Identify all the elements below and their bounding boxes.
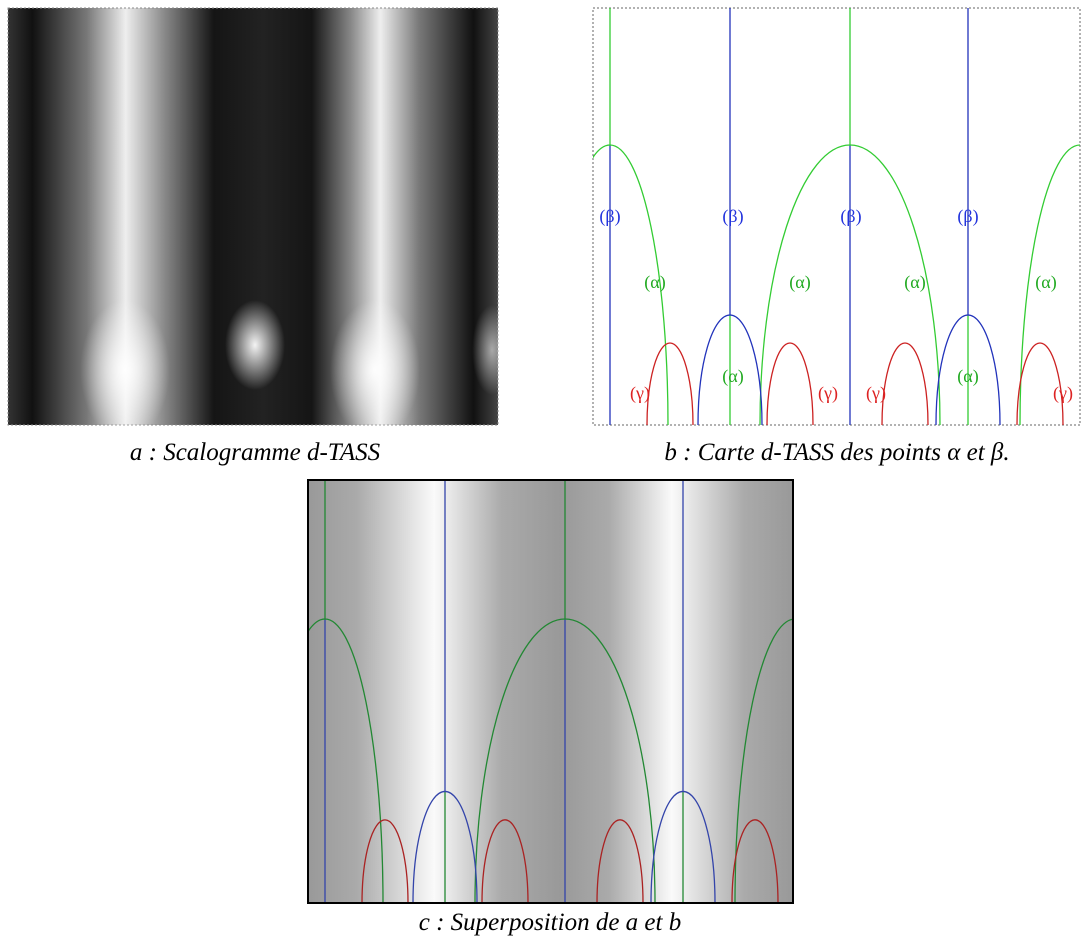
- arc: [474, 618, 656, 903]
- point-label: (γ): [630, 383, 650, 404]
- caption: b : Carte d-TASS des points α et β.: [664, 439, 1009, 466]
- panel-c-border: [307, 479, 794, 904]
- panel-b: [592, 7, 1081, 426]
- point-label: (γ): [866, 383, 886, 404]
- point-label: (β): [722, 206, 743, 227]
- arc: [881, 342, 929, 425]
- arc: [361, 819, 409, 903]
- point-label: (γ): [818, 383, 838, 404]
- point-label: (α): [957, 366, 978, 387]
- arc: [766, 342, 814, 425]
- point-label: (α): [722, 366, 743, 387]
- arc: [596, 819, 644, 903]
- arc: [731, 819, 779, 903]
- arc: [697, 314, 763, 425]
- point-label: (γ): [1053, 383, 1073, 404]
- point-label: (α): [789, 272, 810, 293]
- point-label: (α): [1035, 272, 1056, 293]
- caption: a : Scalogramme d-TASS: [130, 439, 381, 466]
- arc: [759, 144, 941, 425]
- overlay-lines: [308, 480, 793, 903]
- point-label: (α): [644, 272, 665, 293]
- caption: c : Superposition de a et b: [419, 909, 681, 936]
- point-label: (β): [957, 206, 978, 227]
- arc: [734, 618, 793, 903]
- panel-a: [7, 7, 512, 440]
- point-label: (α): [904, 272, 925, 293]
- arc: [1016, 342, 1064, 425]
- arc: [308, 618, 384, 903]
- arc: [646, 342, 694, 425]
- panel-c: [308, 480, 793, 903]
- arc: [650, 790, 716, 903]
- point-label: (β): [840, 206, 861, 227]
- arc: [412, 790, 478, 903]
- arc: [593, 144, 669, 425]
- arc: [935, 314, 1001, 425]
- map-lines: [593, 8, 1080, 425]
- point-label: (β): [599, 206, 620, 227]
- arc: [481, 819, 529, 903]
- arc: [1019, 144, 1080, 425]
